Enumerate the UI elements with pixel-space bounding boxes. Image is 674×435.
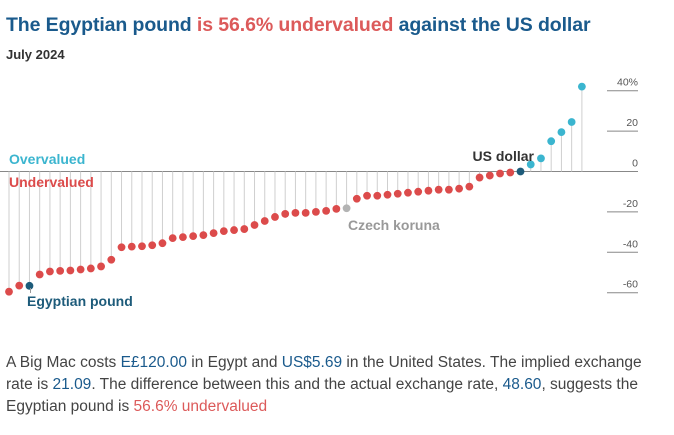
egyptian-pound-label: Egyptian pound	[27, 293, 133, 309]
data-point	[260, 217, 269, 225]
data-point	[209, 229, 218, 238]
chart-caption: A Big Mac costs E£120.00 in Egypt and US…	[6, 352, 666, 418]
data-point	[46, 267, 54, 276]
data-point	[250, 221, 259, 229]
data-point	[393, 189, 402, 198]
y-tick-label: -60	[623, 279, 638, 291]
data-point	[547, 137, 556, 146]
egypt-price: E£120.00	[120, 354, 187, 371]
data-point	[138, 242, 146, 251]
data-point	[148, 241, 157, 250]
data-point	[506, 168, 515, 177]
data-point	[373, 191, 382, 200]
data-point	[434, 185, 443, 194]
data-point	[383, 190, 392, 199]
data-point	[86, 264, 95, 273]
data-point	[424, 186, 433, 195]
title-part-1: The Egyptian pound	[6, 14, 197, 36]
czech-koruna-label: Czech koruna	[348, 217, 440, 233]
lollipop-chart: 40% 20 0 -20 -40 -60 Overvalued Undervalued US d…	[0, 77, 638, 309]
y-tick-label: 0	[632, 158, 638, 170]
title-part-2: against the US dollar	[393, 14, 591, 36]
data-point	[189, 232, 198, 241]
data-point	[127, 242, 136, 251]
caption-text-5: , suggests the Egyptian pound is	[6, 376, 638, 415]
chart-title: The Egyptian pound is 56.6% undervalued …	[6, 14, 591, 37]
data-point	[76, 265, 85, 274]
data-point	[107, 255, 116, 264]
caption-text-4: . The difference between this and the ac…	[91, 376, 503, 393]
caption-text-3: in the United States. The implied exchan…	[6, 354, 642, 393]
data-point	[179, 233, 187, 242]
data-point	[322, 206, 331, 215]
us-price: US$5.69	[281, 354, 343, 371]
actual-rate: 48.60	[502, 376, 542, 393]
czech-koruna-point	[342, 204, 351, 213]
data-point	[444, 185, 453, 194]
implied-rate: 21.09	[52, 376, 92, 393]
y-tick-label: 40%	[617, 77, 638, 89]
data-point	[66, 266, 75, 275]
caption-text-1: A Big Mac costs	[6, 354, 121, 371]
data-point	[168, 234, 177, 243]
data-point	[414, 187, 423, 196]
data-point	[526, 160, 535, 169]
data-point	[475, 173, 484, 182]
data-point	[56, 266, 65, 275]
y-tick-label: -20	[623, 198, 638, 210]
y-tick-label: 20	[626, 117, 638, 129]
data-point	[363, 191, 371, 200]
data-point	[97, 262, 105, 271]
data-point	[465, 182, 474, 191]
legend-overvalued: Overvalued	[9, 151, 85, 167]
undervalued-percentage: 56.6% undervalued	[133, 398, 268, 415]
data-point	[557, 128, 566, 137]
data-point	[5, 287, 13, 296]
us-dollar-label: US dollar	[473, 148, 535, 164]
legend-undervalued: Undervalued	[9, 174, 94, 190]
data-point	[158, 239, 167, 248]
data-point	[240, 225, 249, 233]
data-point	[199, 231, 208, 240]
data-point	[15, 281, 24, 290]
data-point	[271, 213, 279, 221]
data-point	[352, 194, 361, 203]
data-point	[291, 209, 300, 217]
data-point	[455, 184, 464, 193]
y-tick-label: -40	[623, 238, 638, 250]
egyptian-pound-point	[25, 281, 34, 290]
chart-subtitle: July 2024	[6, 47, 65, 62]
data-point	[281, 210, 290, 218]
data-point	[537, 154, 545, 163]
caption-text-2: in Egypt and	[186, 354, 282, 371]
data-point	[332, 204, 341, 213]
data-point	[567, 118, 576, 126]
data-point	[219, 227, 228, 235]
data-point	[117, 243, 126, 252]
data-point	[404, 188, 412, 197]
us-dollar-point	[516, 167, 525, 176]
data-point	[312, 208, 320, 216]
data-point	[35, 270, 44, 279]
data-point	[230, 226, 238, 234]
data-point	[485, 171, 494, 180]
title-highlight: is 56.6% undervalued	[196, 14, 394, 36]
data-point	[496, 169, 504, 178]
data-point	[301, 209, 310, 217]
data-point	[577, 82, 586, 91]
